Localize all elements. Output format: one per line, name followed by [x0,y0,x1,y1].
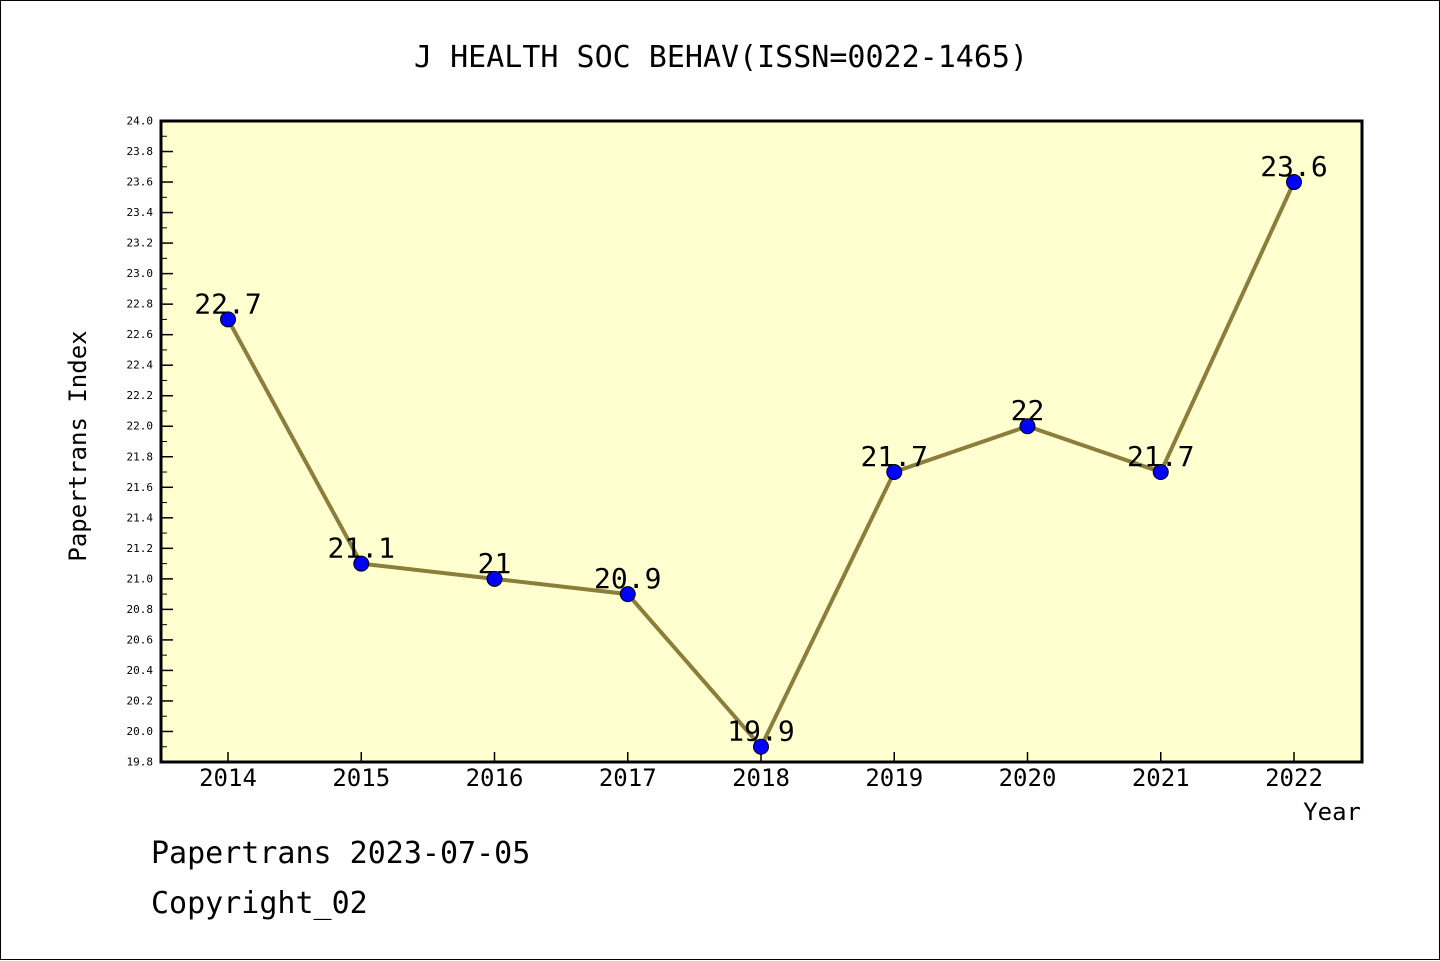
data-label: 22.7 [194,287,261,320]
data-point [753,738,769,755]
y-tick-label: 22.4 [127,359,154,372]
y-tick-label: 20.6 [127,633,154,646]
data-label: 19.9 [727,715,794,748]
data-label: 21.7 [1127,440,1194,473]
x-tick-label: 2014 [199,764,257,792]
footer-date-text: Papertrans 2023-07-05 [151,836,531,871]
data-label: 21.1 [328,532,395,565]
data-point [1019,418,1036,435]
y-tick-label: 23.0 [127,267,154,280]
data-point [1286,174,1302,191]
footer-copyright-text: Copyright_02 [151,886,368,921]
y-tick-label: 20.8 [127,603,154,616]
data-label: 21 [478,547,512,580]
x-axis-ticks: 2014 2015 2016 2017 2018 2019 2020 2021 2022 [199,752,1323,792]
y-tick-label: 21.0 [127,572,154,585]
y-tick-label: 23.8 [127,145,154,158]
x-axis-label: Year [1303,798,1361,826]
y-tick-label: 20.4 [127,664,154,677]
y-tick-label: 23.4 [127,206,154,219]
x-tick-label: 2018 [732,764,790,792]
x-tick-label: 2022 [1265,764,1323,792]
data-label: 22 [1011,394,1045,427]
y-tick-label: 22.6 [127,328,154,341]
data-point [220,311,236,328]
data-label: 23.6 [1260,150,1327,183]
x-tick-label: 2020 [999,764,1057,792]
data-point [886,464,903,481]
y-axis-label: Papertrans Index [64,330,92,561]
x-tick-label: 2015 [332,764,390,792]
data-point [486,570,503,587]
x-tick-label: 2016 [466,764,524,792]
data-label: 20.9 [594,562,661,595]
x-tick-label: 2017 [599,764,657,792]
y-tick-label: 21.6 [127,481,154,494]
data-label: 21.7 [861,440,928,473]
y-tick-label: 24.0 [127,115,154,128]
series-layer: 22.7 21.1 21 20.9 19.9 21.7 22 21.7 23.6 [194,150,1328,755]
y-tick-label: 19.8 [127,756,154,769]
chart-title: J HEALTH SOC BEHAV(ISSN=0022-1465) [414,40,1028,75]
x-tick-label: 2021 [1132,764,1190,792]
data-point [619,586,636,603]
y-tick-label: 22.0 [127,420,154,433]
y-tick-label: 23.6 [127,176,154,189]
data-point [353,555,370,572]
y-tick-label: 22.8 [127,298,154,311]
x-tick-label: 2019 [865,764,923,792]
data-point [1152,464,1169,481]
y-tick-label: 21.8 [127,450,154,463]
y-tick-label: 22.2 [127,389,154,402]
y-tick-label: 23.2 [127,237,154,250]
y-tick-label: 20.2 [127,694,154,707]
plot-area [159,119,1364,764]
y-tick-label: 21.2 [127,542,154,555]
y-tick-label: 20.0 [127,725,154,738]
y-tick-label: 21.4 [127,511,154,524]
y-axis-ticks: 19.8 20.0 20.2 20.4 20.6 20.8 21.0 21.2 21.4 21.6… [127,115,173,769]
